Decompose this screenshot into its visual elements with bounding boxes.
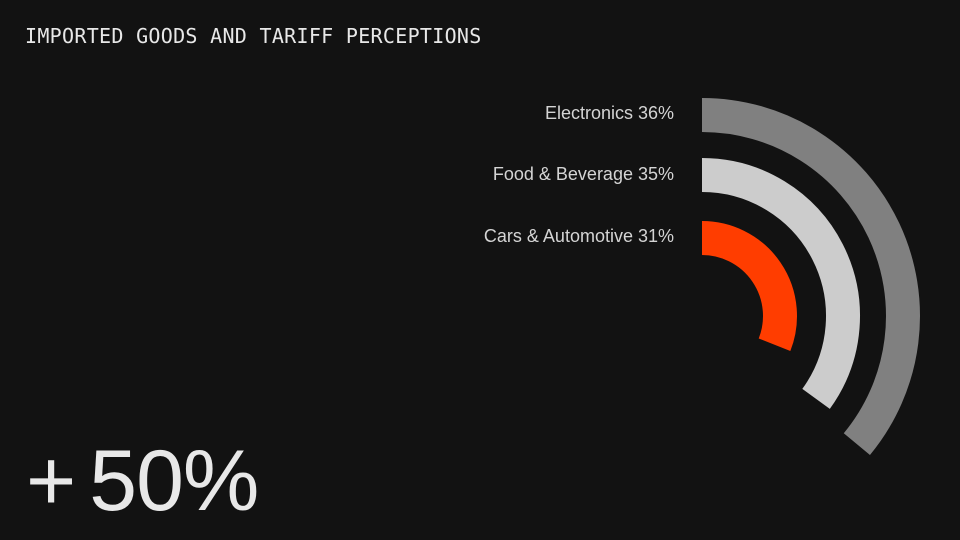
chart-title: IMPORTED GOODS AND TARIFF PERCEPTIONS [25,24,482,48]
arc-electronics [701,98,920,455]
label-food-beverage: Food & Beverage 35% [492,164,674,184]
headline-value: 50% [89,433,259,529]
arc-cars-automotive [701,221,797,351]
headline-sign: + [26,433,76,529]
label-electronics: Electronics 36% [544,103,674,123]
headline-stat: +50% [26,432,259,531]
label-cars-automotive: Cars & Automotive 31% [483,226,674,246]
arc-food-beverage [701,158,860,409]
